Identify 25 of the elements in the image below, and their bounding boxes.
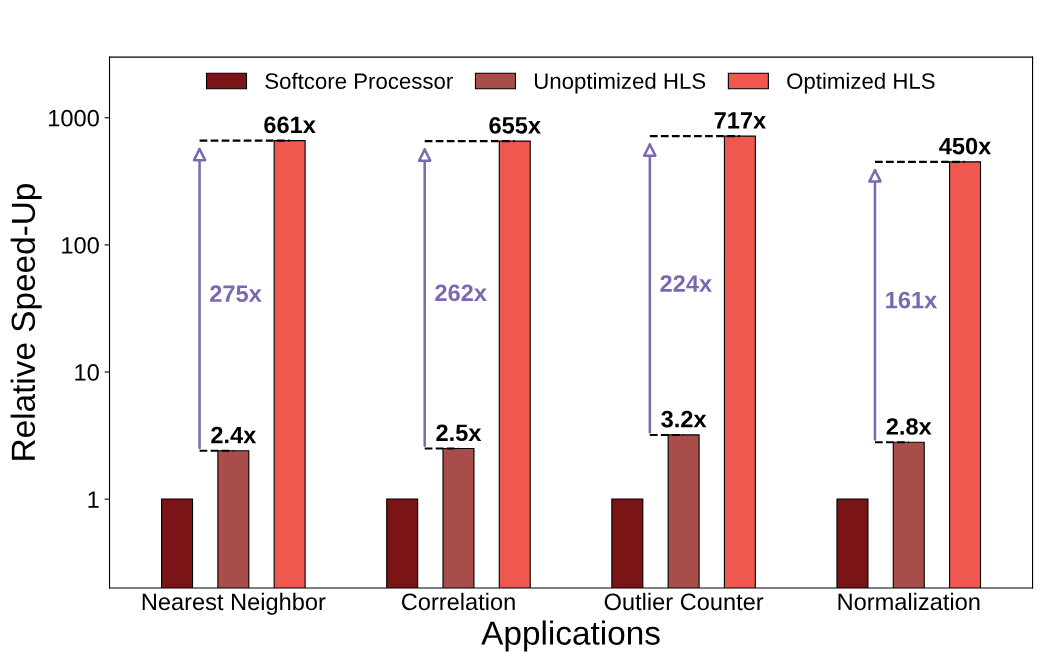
annotation: 275x [210, 285, 262, 303]
y-tick-label: 100 [62, 236, 99, 254]
data-label: 2.8x [886, 418, 932, 435]
x-tick-label: Outlier Counter [604, 592, 764, 611]
data-label: 2.5x [436, 424, 482, 442]
annotation: 224x [660, 275, 712, 292]
x-tick-label: Normalization [838, 592, 980, 611]
annotation: 161x [886, 291, 938, 309]
x-axis-title: Applications [481, 620, 660, 652]
y-tick-label: 1000 [49, 109, 99, 127]
data-label: 655x [489, 116, 541, 134]
annotation: 262x [435, 284, 487, 302]
data-label: 3.2x [661, 410, 707, 428]
x-tick-label: Correlation [401, 592, 515, 611]
data-label: 661x [264, 116, 316, 134]
legend-label: Optimized HLS [787, 72, 935, 94]
data-label: 2.4x [211, 426, 257, 444]
y-tick-label: 1 [88, 491, 99, 508]
data-label: 450x [939, 137, 992, 155]
data-label: 717x [714, 112, 766, 129]
legend-label: Softcore Processor [265, 72, 453, 89]
y-tick-label: 10 [75, 364, 99, 381]
legend-label: Unoptimized HLS [534, 72, 706, 94]
y-axis-title: Relative Speed-Up [10, 184, 42, 460]
x-tick-label: Nearest Neighbor [142, 592, 326, 615]
